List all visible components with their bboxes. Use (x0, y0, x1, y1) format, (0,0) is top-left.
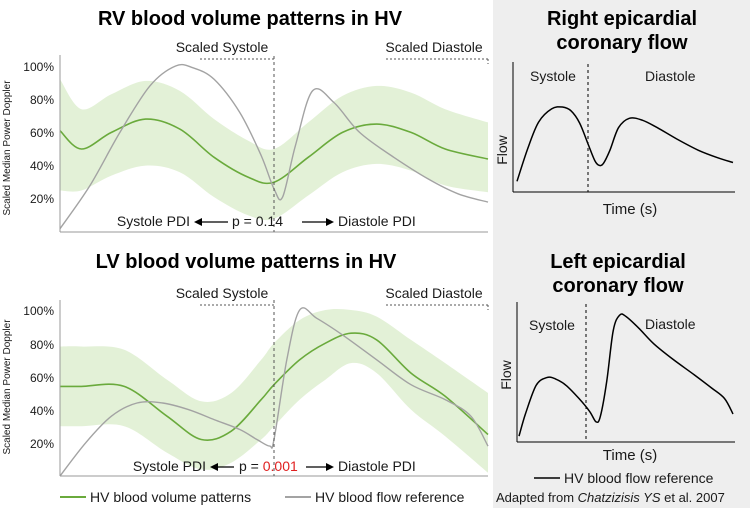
rv-stat-left: Systole PDI (117, 213, 190, 229)
rv-p-value: 0.14 (256, 213, 283, 229)
left-reference-panel: Left epicardial coronary flow Systole Di… (498, 251, 735, 464)
rv-panel-title: RV blood volume patterns in HV (98, 8, 403, 30)
right-ref-x-label: Time (s) (603, 201, 657, 218)
rv-systole-label: Scaled Systole (176, 39, 269, 55)
left-ref-diastole-label: Diastole (645, 316, 696, 332)
right-ref-flow-curve (516, 106, 734, 182)
right-ref-diastole-label: Diastole (645, 68, 696, 84)
lv-y-tick-60: 60% (30, 371, 54, 385)
left-ref-x-label: Time (s) (603, 447, 657, 464)
rv-y-axis-label: Scaled Median Power Doppler (2, 80, 13, 216)
legend-gray-label: HV blood flow reference (315, 489, 465, 505)
right-ref-y-label: Flow (494, 134, 510, 164)
rv-stat-right: Diastole PDI (338, 213, 416, 229)
rv-p-prefix: p = (232, 213, 256, 229)
lv-stat-right: Diastole PDI (338, 458, 416, 474)
left-ref-flow-curve (518, 313, 734, 437)
attribution-suffix: et al. 2007 (661, 490, 725, 505)
lv-panel: LV blood volume patterns in HV Scaled Me… (2, 251, 489, 477)
lv-y-tick-40: 40% (30, 404, 54, 418)
lv-systole-label: Scaled Systole (176, 285, 269, 301)
lv-y-tick-20: 20% (30, 437, 54, 451)
rv-panel: RV blood volume patterns in HV Scaled Me… (2, 8, 489, 233)
rv-y-tick-20: 20% (30, 192, 54, 206)
right-ref-systole-label: Systole (530, 68, 576, 84)
left-ref-systole-label: Systole (529, 317, 575, 333)
lv-y-tick-100: 100% (23, 304, 54, 318)
lv-panel-title: LV blood volume patterns in HV (96, 251, 397, 273)
reference-panel-background (493, 0, 750, 508)
legend-green-label: HV blood volume patterns (90, 489, 251, 505)
legend: HV blood volume patterns HV blood flow r… (60, 470, 725, 505)
left-ref-title-line2: coronary flow (552, 275, 684, 297)
lv-stat-p: p = 0.001 (239, 458, 298, 474)
rv-band (60, 79, 488, 221)
legend-black-label: HV blood flow reference (564, 470, 714, 486)
left-ref-title-line1: Left epicardial (550, 251, 686, 273)
attribution-prefix: Adapted from (496, 490, 578, 505)
rv-median-line (59, 118, 489, 185)
lv-p-prefix: p = (239, 458, 263, 474)
lv-diastole-label: Scaled Diastole (385, 285, 482, 301)
lv-p-value: 0.001 (263, 458, 298, 474)
rv-y-tick-40: 40% (30, 159, 54, 173)
lv-y-ticks: 100% 80% 60% 40% 20% (23, 304, 54, 451)
rv-diastole-label: Scaled Diastole (385, 39, 482, 55)
rv-y-tick-60: 60% (30, 126, 54, 140)
lv-arrow-left (210, 463, 234, 471)
lv-arrow-right (306, 463, 334, 471)
rv-arrow-right (302, 218, 334, 226)
attribution-author: Chatzizisis YS (578, 490, 661, 505)
lv-y-tick-80: 80% (30, 338, 54, 352)
attribution: Adapted from Chatzizisis YS et al. 2007 (496, 490, 725, 505)
left-ref-y-label: Flow (498, 359, 514, 389)
rv-arrow-left (194, 218, 228, 226)
rv-y-tick-100: 100% (23, 60, 54, 74)
lv-reference-line (59, 307, 489, 477)
right-reference-panel: Right epicardial coronary flow Systole D… (494, 8, 735, 218)
right-ref-title-line2: coronary flow (556, 32, 688, 54)
lv-stat-left: Systole PDI (133, 458, 206, 474)
rv-y-ticks: 100% 80% 60% 40% 20% (23, 60, 54, 206)
lv-y-axis-label: Scaled Median Power Doppler (2, 319, 13, 455)
right-ref-title-line1: Right epicardial (547, 8, 697, 30)
rv-y-tick-80: 80% (30, 93, 54, 107)
rv-stat-p: p = 0.14 (232, 213, 283, 229)
